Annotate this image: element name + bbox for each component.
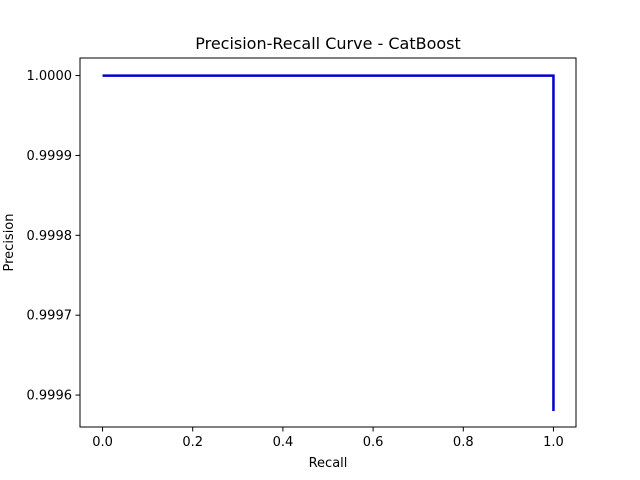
x-axis-label: Recall <box>309 456 348 471</box>
pr-curve-line <box>102 74 555 412</box>
axes-frame <box>79 57 577 428</box>
y-axis-label: Precision <box>2 213 17 271</box>
y-axis: 0.9996 0.9997 0.9998 0.9999 1.0000 <box>27 69 80 404</box>
x-tick-label: 0.4 <box>273 435 294 450</box>
x-tick-label: 0.0 <box>92 435 113 450</box>
series-layer <box>102 74 555 412</box>
y-tick-label: 0.9996 <box>27 389 73 404</box>
x-tick-label: 0.2 <box>182 435 203 450</box>
x-axis: 0.0 0.2 0.4 0.6 0.8 1.0 <box>92 427 564 450</box>
y-tick-label: 0.9997 <box>27 309 73 324</box>
x-tick-label: 0.8 <box>453 435 474 450</box>
plot-area <box>79 57 577 428</box>
y-tick-label: 1.0000 <box>27 69 73 84</box>
x-tick-label: 1.0 <box>543 435 564 450</box>
y-tick-label: 0.9999 <box>27 149 73 164</box>
x-tick-label: 0.6 <box>363 435 384 450</box>
y-tick-label: 0.9998 <box>27 229 73 244</box>
chart-title: Precision-Recall Curve - CatBoost <box>195 34 461 53</box>
